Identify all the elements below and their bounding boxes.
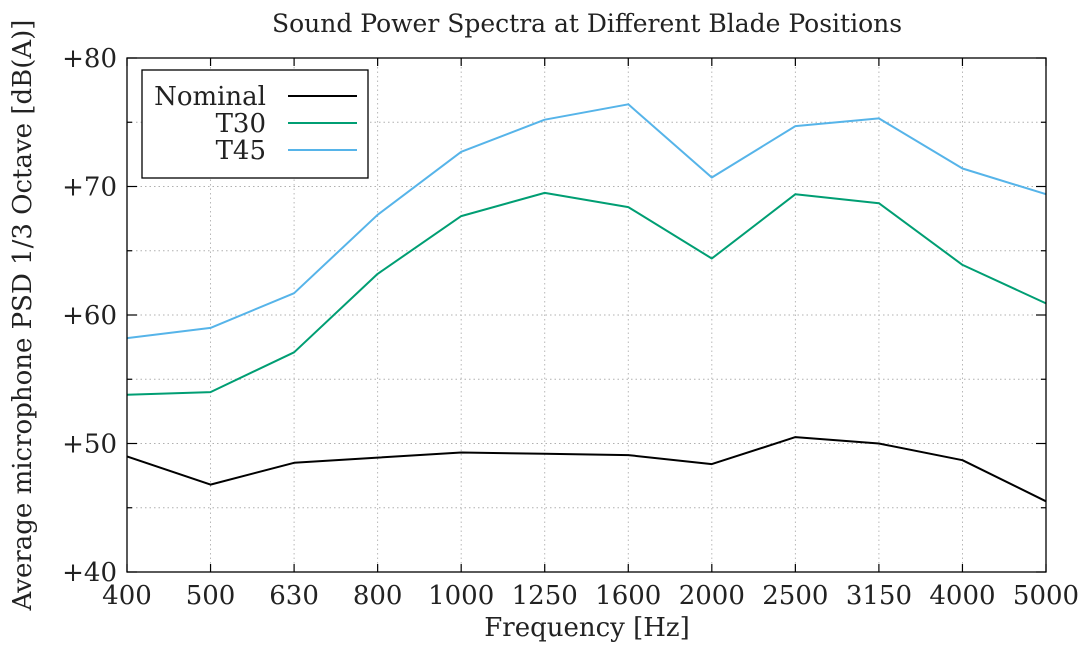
chart-title: Sound Power Spectra at Different Blade P…: [272, 9, 902, 38]
x-tick-labels: 400 500 630 800 1000 1250 1600 2000 2500 3150 4000…: [102, 581, 1079, 611]
x-tick-label: 1600: [595, 581, 661, 611]
y-axis-label: Average microphone PSD 1/3 Octave [dB(A)…: [8, 20, 38, 612]
y-tick-label: +70: [62, 173, 117, 203]
x-tick-label: 1000: [428, 581, 494, 611]
x-tick-label: 500: [186, 581, 236, 611]
x-tick-label: 1250: [512, 581, 578, 611]
series-line-t30: [126, 191, 1047, 396]
legend-label: Nominal: [154, 82, 266, 112]
series-line-t45: [126, 103, 1047, 340]
x-tick-label: 3150: [846, 581, 912, 611]
x-axis-label: Frequency [Hz]: [484, 613, 690, 643]
series-line-nominal: [126, 436, 1047, 503]
x-tick-label: 2500: [762, 581, 828, 611]
x-tick-label: 2000: [679, 581, 745, 611]
y-tick-label: +60: [62, 301, 117, 331]
grid-lines: [127, 58, 1046, 572]
x-tick-label: 630: [269, 581, 319, 611]
legend-label: T30: [216, 109, 266, 139]
legend-label: T45: [216, 136, 266, 166]
x-tick-label: 400: [102, 581, 152, 611]
y-tick-labels: +40 +50 +60 +70 +80: [62, 44, 117, 588]
y-tick-label: +40: [62, 558, 117, 588]
y-tick-label: +80: [62, 44, 117, 74]
series-lines: [126, 103, 1047, 503]
axis-ticks: [126, 57, 1047, 573]
x-tick-label: 4000: [929, 581, 995, 611]
x-tick-label: 800: [353, 581, 403, 611]
x-tick-label: 5000: [1013, 581, 1079, 611]
y-tick-label: +50: [62, 430, 117, 460]
